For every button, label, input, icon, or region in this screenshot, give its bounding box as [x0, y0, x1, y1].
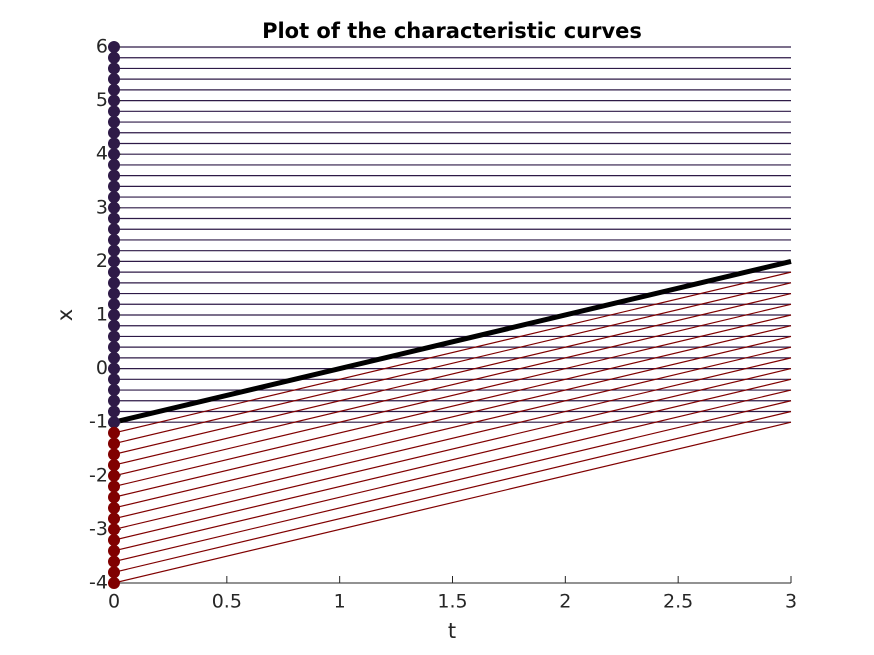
initial-point [108, 158, 120, 171]
characteristic-line [113, 303, 792, 466]
initial-point [108, 276, 120, 289]
initial-point [108, 94, 120, 107]
y-tick-label: -3 [89, 518, 108, 540]
characteristic-line [113, 400, 792, 563]
initial-point [108, 426, 120, 439]
initial-point [108, 62, 120, 75]
initial-point [108, 51, 120, 64]
initial-point [108, 212, 120, 225]
y-tick-label: 0 [96, 357, 108, 379]
x-tick-label: 0.5 [212, 591, 242, 613]
initial-point [108, 83, 120, 96]
initial-point [108, 148, 120, 161]
y-tick-label: -1 [89, 411, 108, 433]
initial-point [108, 126, 120, 139]
initial-point [108, 191, 120, 204]
initial-point [108, 566, 120, 579]
y-tick-label: 4 [96, 143, 108, 165]
x-tick-label: 2.5 [663, 591, 693, 613]
y-tick-label: 2 [96, 250, 108, 272]
x-tick-label: 1 [334, 591, 346, 613]
initial-point [108, 448, 120, 461]
initial-point [108, 137, 120, 150]
characteristic-line [113, 346, 792, 509]
initial-point [108, 480, 120, 493]
initial-point [108, 491, 120, 504]
initial-point [108, 116, 120, 129]
characteristic-line [113, 357, 792, 520]
x-tick-label: 3 [785, 591, 797, 613]
initial-point [108, 512, 120, 525]
chart-title: Plot of the characteristic curves [262, 19, 642, 43]
initial-point [108, 501, 120, 514]
characteristic-line [113, 271, 792, 434]
initial-point [108, 41, 120, 53]
characteristic-line [113, 282, 792, 445]
y-axis-label: x [53, 309, 77, 321]
initial-point [108, 351, 120, 364]
y-tick-label: 3 [96, 196, 108, 218]
initial-point [108, 244, 120, 257]
characteristic-line [113, 314, 792, 477]
initial-point [108, 298, 120, 311]
initial-point [108, 555, 120, 568]
initial-point [108, 362, 120, 375]
initial-point [108, 544, 120, 557]
x-axis-label: t [448, 619, 456, 643]
y-tick-label: -4 [89, 572, 108, 594]
initial-point [108, 255, 120, 268]
x-tick-label: 1.5 [437, 591, 467, 613]
initial-point [108, 416, 120, 429]
initial-point [108, 577, 120, 589]
initial-point [108, 373, 120, 386]
initial-point [108, 169, 120, 182]
characteristic-line [113, 335, 792, 498]
initial-point [108, 105, 120, 118]
initial-point [108, 405, 120, 418]
x-tick-label: 0 [108, 591, 120, 613]
initial-point [108, 309, 120, 321]
characteristic-line [113, 292, 792, 455]
x-tick-label: 2 [559, 591, 571, 613]
characteristic-line [113, 389, 792, 552]
initial-point [108, 266, 120, 279]
shock-line [113, 258, 792, 425]
y-tick-label: 1 [96, 304, 108, 326]
y-tick-label: -2 [89, 464, 108, 486]
initial-point [108, 319, 120, 332]
characteristic-line [113, 410, 792, 573]
initial-point [108, 534, 120, 547]
initial-point [108, 384, 120, 397]
initial-point [108, 330, 120, 343]
initial-point [108, 287, 120, 300]
initial-point [108, 523, 120, 536]
initial-point [108, 223, 120, 236]
initial-point [108, 233, 120, 246]
initial-point [108, 73, 120, 86]
initial-point [108, 459, 120, 472]
initial-point [108, 201, 120, 214]
characteristic-line [113, 421, 792, 584]
initial-point [108, 394, 120, 407]
y-tick-label: 6 [96, 36, 108, 58]
characteristic-line [113, 378, 792, 541]
initial-point [108, 437, 120, 450]
characteristic-line [113, 368, 792, 530]
initial-point [108, 469, 120, 482]
initial-point [108, 180, 120, 193]
y-tick-label: 5 [96, 89, 108, 111]
characteristic-line [113, 325, 792, 488]
initial-point [108, 341, 120, 354]
